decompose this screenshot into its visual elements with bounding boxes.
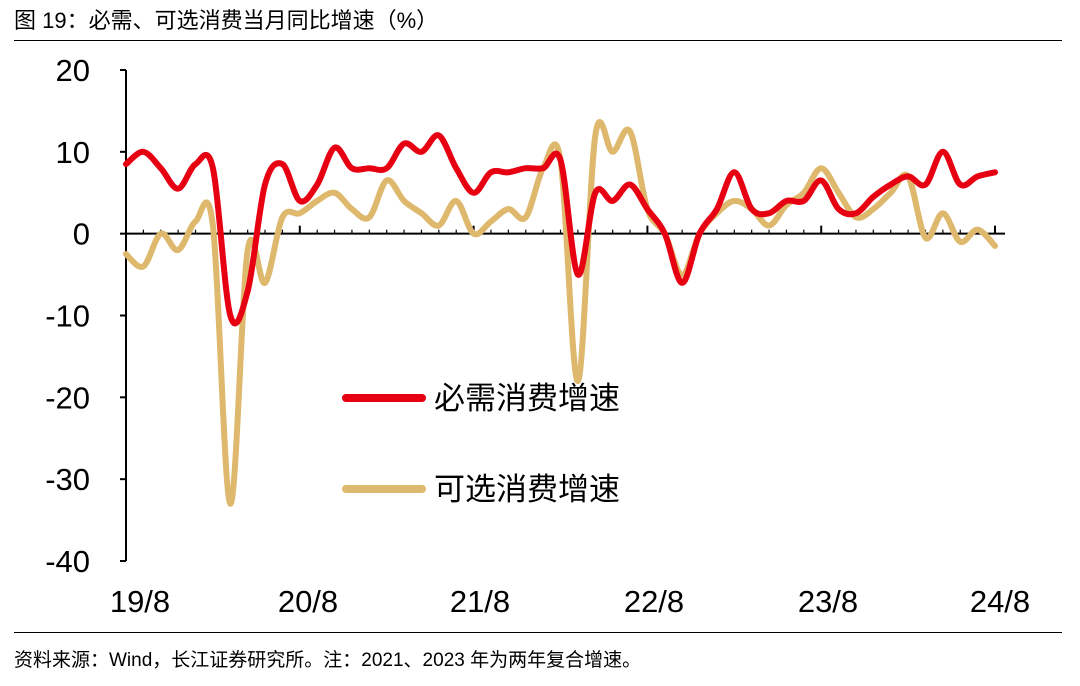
figure-title: 图 19：必需、可选消费当月同比增速（%）: [14, 8, 439, 33]
y-tick-label: -10: [45, 299, 90, 334]
top-rule: [14, 40, 1062, 41]
x-tick-label: 24/8: [970, 584, 1030, 619]
x-tick-label: 19/8: [110, 584, 170, 619]
x-axis: 19/8 20/8 21/8 22/8 23/8 24/8: [110, 225, 1030, 619]
y-tick-label: 20: [56, 53, 90, 88]
bottom-rule: [14, 632, 1062, 633]
x-tick-label: 20/8: [278, 584, 338, 619]
legend-label-essential: 必需消费增速: [434, 381, 620, 416]
source-note: 资料来源：Wind，长江证券研究所。注：2021、2023 年为两年复合增速。: [14, 650, 642, 671]
legend-item-discretionary: 可选消费增速: [342, 472, 620, 507]
y-tick-label: -20: [45, 380, 90, 415]
series-layer: [123, 119, 998, 507]
legend: 必需消费增速 可选消费增速: [342, 381, 620, 507]
y-tick-label: 10: [56, 135, 90, 170]
x-tick-label: 21/8: [450, 584, 510, 619]
x-tick-label: 22/8: [624, 584, 684, 619]
x-tick-label: 23/8: [798, 584, 858, 619]
y-tick-label: 0: [73, 217, 90, 252]
line-chart: 20 10 0 -10 -20 -30 -40 19/8 20/8 21/8 22/8 23/8 24…: [45, 53, 1030, 619]
series-line-essential: [123, 132, 998, 327]
y-tick-label: -30: [45, 462, 90, 497]
series-line-discretionary: [123, 119, 998, 507]
y-tick-label: -40: [45, 544, 90, 579]
y-axis: 20 10 0 -10 -20 -30 -40: [45, 53, 127, 579]
legend-label-discretionary: 可选消费增速: [434, 472, 620, 507]
legend-item-essential: 必需消费增速: [342, 381, 620, 416]
